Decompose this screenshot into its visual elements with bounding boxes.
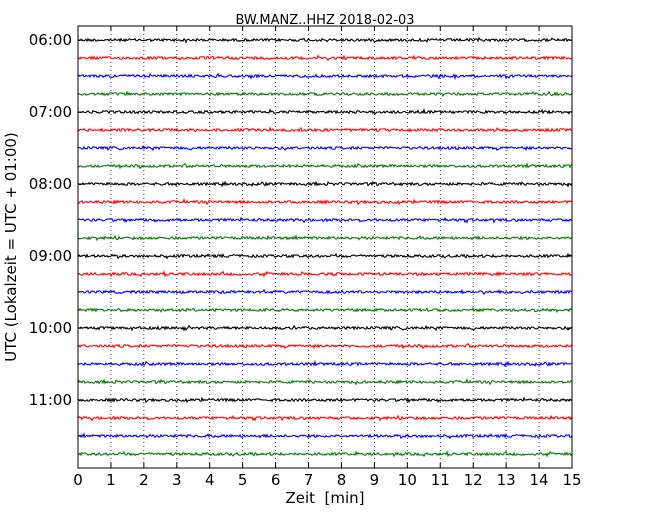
y-tick-label: 09:00: [29, 247, 72, 265]
trace-10:00: [77, 324, 573, 332]
trace-06:00: [77, 36, 573, 44]
x-tick-label: 5: [238, 471, 248, 489]
trace-06:45: [77, 90, 573, 98]
trace-07:30: [77, 144, 573, 152]
x-tick-label: 7: [304, 471, 314, 489]
trace-11:45: [77, 450, 573, 458]
x-tick-label: 13: [497, 471, 516, 489]
y-tick-label: 10:00: [29, 319, 72, 337]
trace-11:00: [77, 396, 573, 404]
y-tick-label: 06:00: [29, 31, 72, 49]
trace-08:15: [77, 198, 573, 206]
trace-07:15: [77, 126, 573, 133]
trace-07:00: [77, 107, 573, 116]
trace-10:30: [77, 359, 573, 368]
trace-11:30: [77, 432, 573, 440]
trace-07:45: [77, 161, 573, 170]
x-axis-label: Zeit [min]: [285, 489, 364, 507]
y-tick-label: 11:00: [29, 391, 72, 409]
seismogram-traces: [77, 36, 573, 458]
chart-title: BW.MANZ..HHZ 2018-02-03: [235, 13, 414, 28]
x-tick-label: 3: [172, 471, 182, 489]
x-tick-label: 15: [562, 471, 581, 489]
x-tick-label: 6: [271, 471, 281, 489]
trace-10:45: [77, 378, 573, 386]
x-tick-label: 9: [370, 471, 380, 489]
x-axis-ticks: 0 1 2 3 4 5 6 7 8 9 10 11 12 13 14 15: [73, 26, 582, 489]
trace-06:30: [77, 72, 573, 81]
y-tick-label: 07:00: [29, 103, 72, 121]
trace-08:00: [77, 180, 573, 188]
x-tick-label: 11: [431, 471, 450, 489]
trace-09:00: [77, 252, 573, 260]
plot-frame: [77, 25, 573, 469]
x-tick-label: 0: [73, 471, 83, 489]
trace-11:15: [77, 414, 573, 422]
x-tick-label: 1: [106, 471, 116, 489]
x-tick-label: 14: [530, 471, 549, 489]
x-tick-label: 10: [398, 471, 417, 489]
x-tick-label: 8: [337, 471, 347, 489]
y-tick-label: 08:00: [29, 175, 72, 193]
trace-06:15: [77, 54, 573, 62]
y-axis-label: UTC (Lokalzeit = UTC + 01:00): [2, 132, 20, 362]
x-tick-label: 12: [464, 471, 483, 489]
trace-08:30: [77, 216, 573, 224]
x-tick-label: 2: [139, 471, 149, 489]
trace-09:15: [77, 270, 573, 278]
vertical-gridlines: [110, 26, 540, 468]
trace-09:30: [77, 288, 573, 296]
x-tick-label: 4: [205, 471, 215, 489]
trace-08:45: [77, 234, 573, 242]
y-axis-ticks: 06:00 07:00 08:00 09:00 10:00 11:00: [29, 31, 572, 409]
trace-09:45: [77, 306, 573, 314]
trace-10:15: [77, 342, 573, 350]
